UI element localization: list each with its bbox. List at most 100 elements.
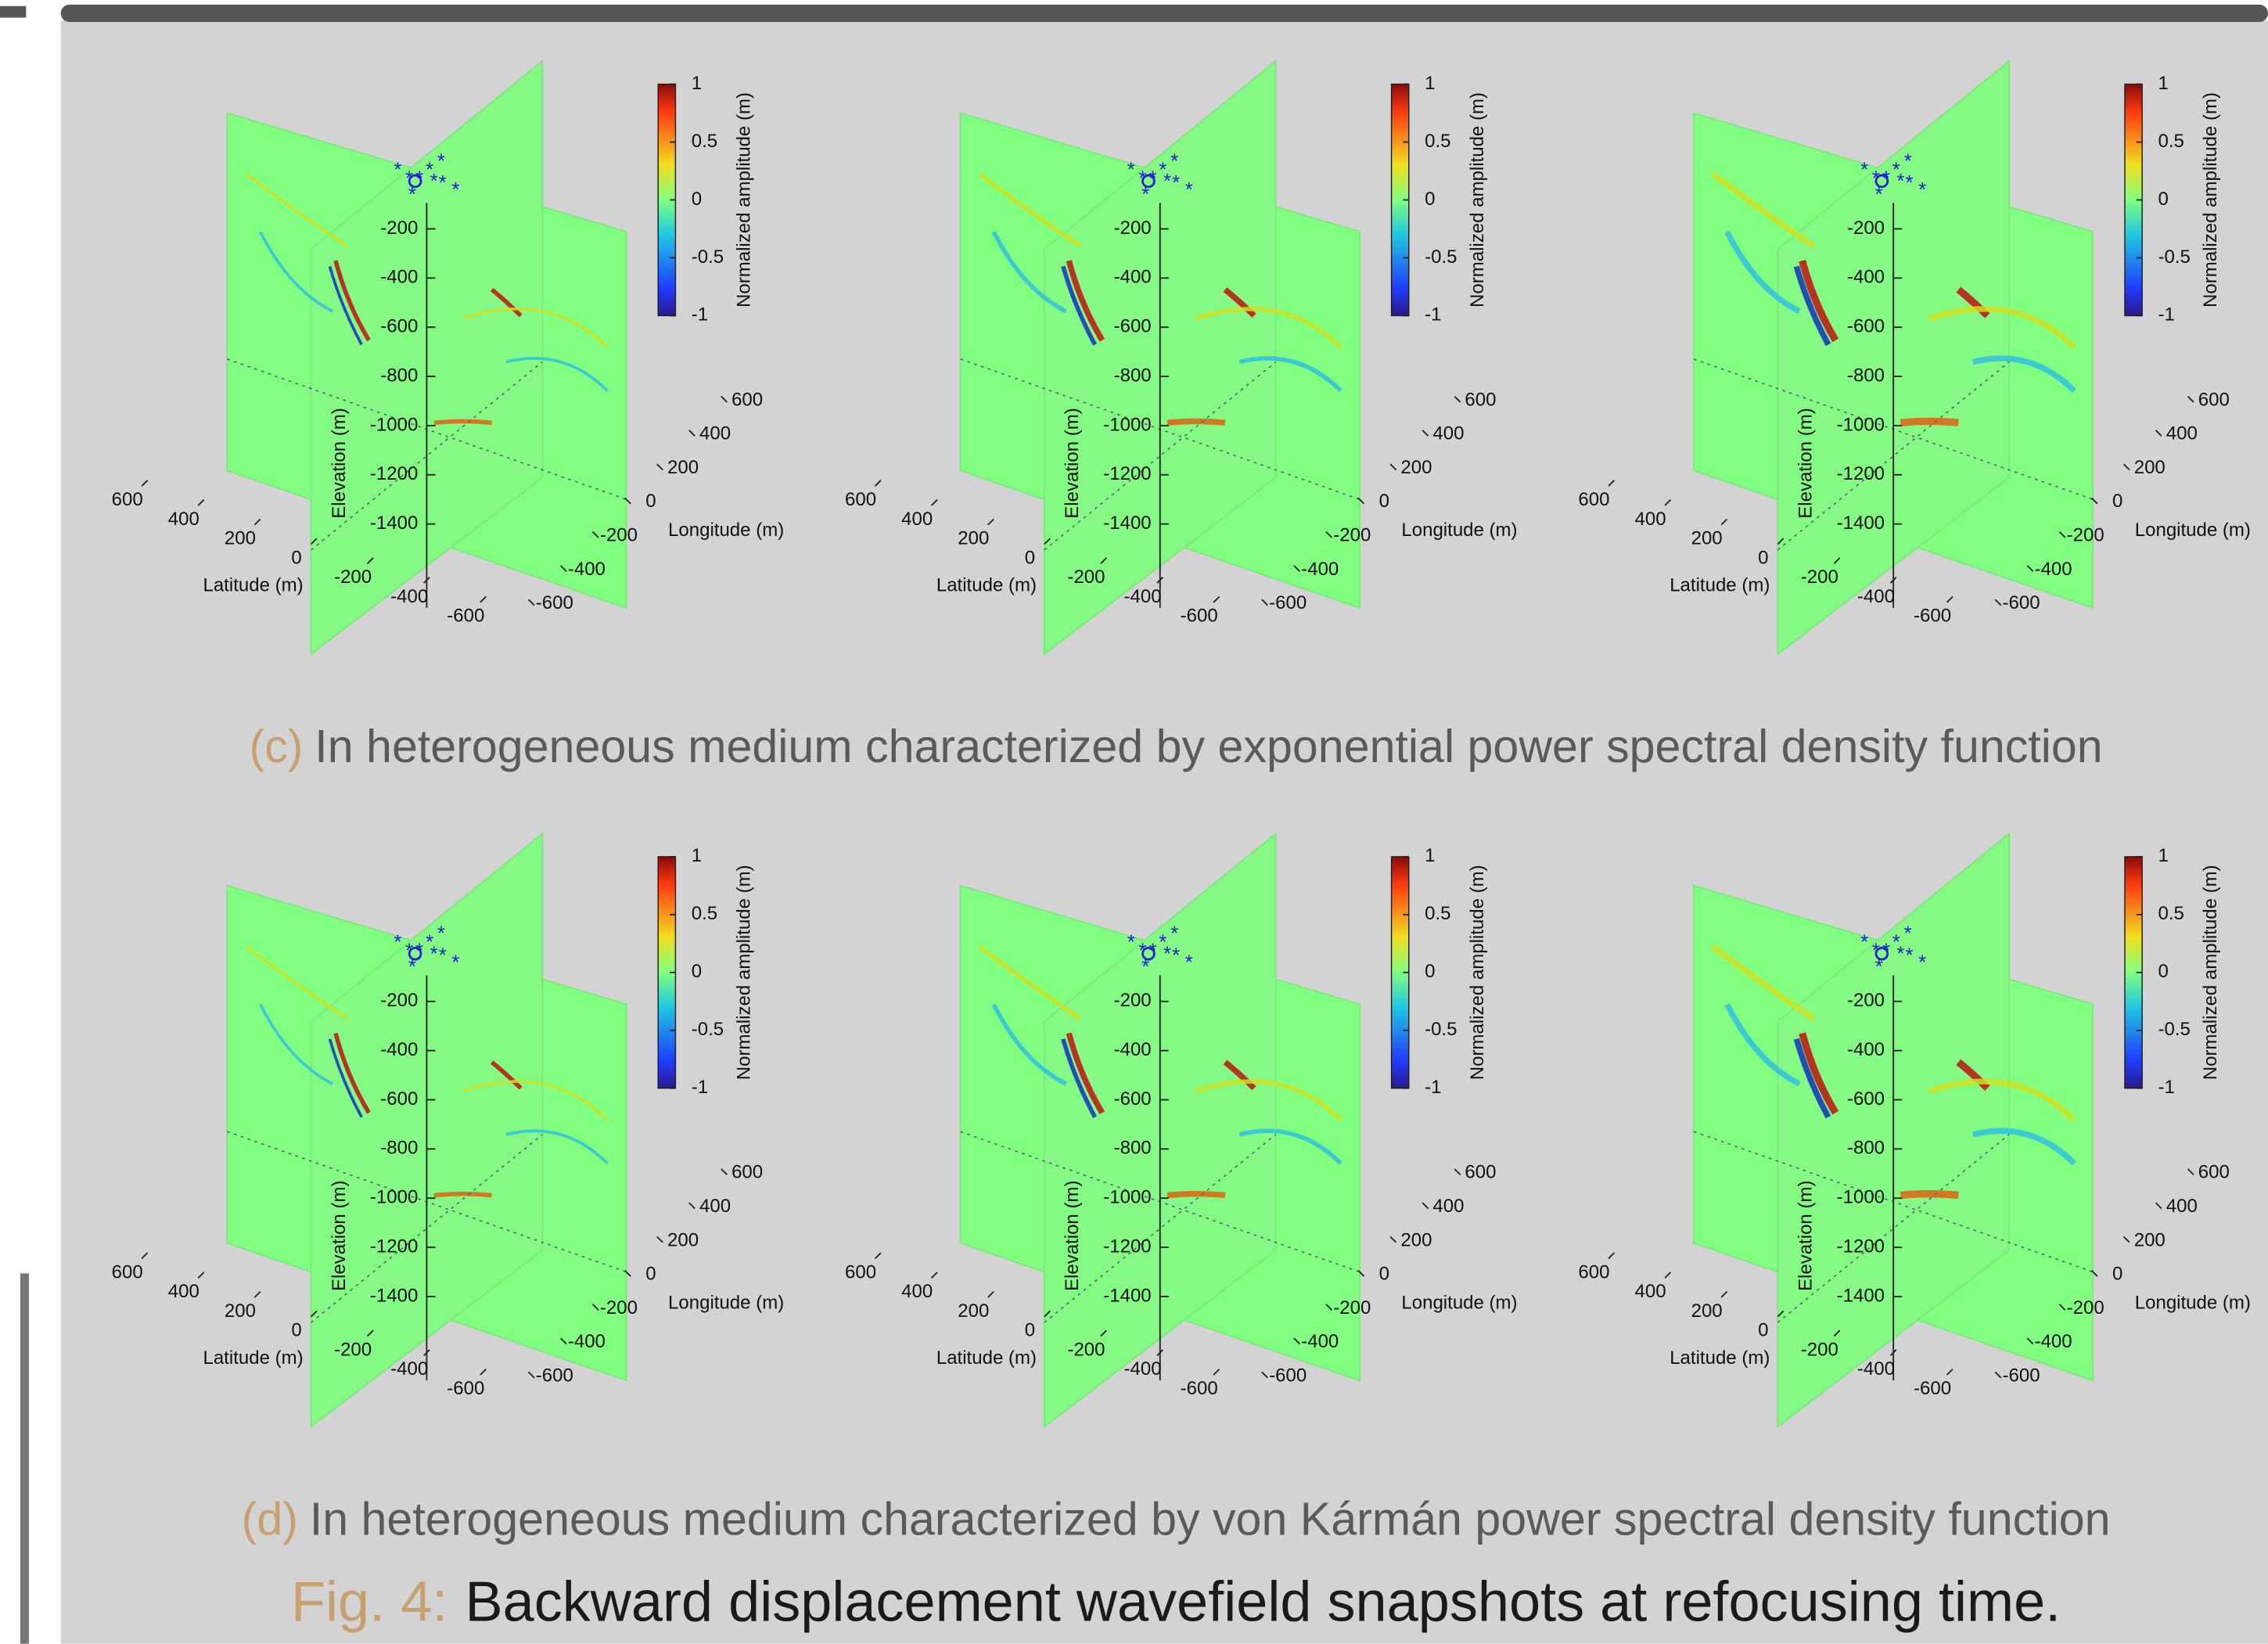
longitude-tick-label: -600	[536, 592, 573, 613]
colorbar-tick-label: 1	[2158, 73, 2168, 94]
latitude-tick-label: 200	[1691, 528, 1723, 549]
elevation-tick-label: -1000	[1103, 1187, 1151, 1208]
receiver-star: *	[1170, 150, 1178, 172]
longitude-tick-label: -200	[1333, 525, 1371, 546]
receiver-star: *	[430, 943, 438, 965]
caption-label: (c)	[250, 720, 304, 772]
longitude-tick-label: 600	[2198, 1162, 2230, 1183]
longitude-label: Longitude (m)	[668, 520, 784, 541]
longitude-tick-label: 200	[1400, 1229, 1432, 1250]
longitude-tick-label: -600	[1269, 592, 1307, 613]
latitude-tick-label: -600	[1181, 1378, 1218, 1399]
elevation-label: Elevation (m)	[329, 1181, 350, 1291]
wave-streak	[1167, 1194, 1225, 1196]
elevation-tick-label: -1400	[370, 513, 418, 534]
figure-text: Backward displacement wavefield snapshot…	[465, 1571, 2061, 1634]
wave-streak	[1900, 421, 1958, 423]
receiver-star: *	[1905, 944, 1913, 966]
colorbar-tick-label: 1	[1425, 845, 1435, 866]
elevation-label: Elevation (m)	[1062, 408, 1083, 518]
longitude-tick-label: -200	[1333, 1297, 1371, 1318]
colorbar-tick-label: -1	[2158, 1077, 2174, 1098]
longitude-tick-label: 200	[667, 457, 699, 478]
receiver-star: *	[1170, 923, 1178, 945]
longitude-tick-label: -600	[536, 1365, 573, 1386]
latitude-tick-label: -600	[447, 606, 484, 627]
elevation-tick-label: -600	[1847, 1088, 1885, 1110]
longitude-tick-label: -400	[1301, 1331, 1339, 1352]
colorbar-tick-label: -0.5	[1425, 246, 1457, 268]
longitude-tick-label: 600	[1465, 1162, 1496, 1183]
latitude-label: Latitude (m)	[1670, 1347, 1770, 1369]
elevation-label: Elevation (m)	[1062, 1181, 1083, 1291]
longitude-label: Longitude (m)	[2135, 1293, 2251, 1314]
longitude-tick-label: 400	[2166, 423, 2198, 444]
longitude-tick-label: 200	[667, 1229, 699, 1250]
latitude-tick-label: -200	[334, 1339, 372, 1360]
caption-c: (c)In heterogeneous medium characterized…	[250, 720, 2103, 772]
colorbar-tick-label: 0.5	[692, 903, 717, 924]
elevation-tick-label: -200	[380, 990, 418, 1011]
elevation-tick-label: -400	[1847, 1039, 1885, 1060]
receiver-star: *	[1172, 944, 1180, 966]
receiver-star: *	[439, 172, 447, 194]
latitude-tick-label: -400	[390, 1358, 428, 1380]
colorbar-tick-label: 0	[692, 189, 702, 210]
receiver-star: *	[1904, 923, 1912, 945]
latitude-tick-label: 600	[112, 1261, 143, 1282]
longitude-tick-label: -200	[600, 525, 638, 546]
longitude-tick-label: 0	[2112, 491, 2122, 512]
colorbar-tick-label: 0.5	[2158, 131, 2184, 152]
elevation-tick-label: -1400	[370, 1285, 418, 1306]
receiver-star: *	[1163, 171, 1171, 192]
longitude-tick-label: 200	[2134, 1229, 2166, 1250]
receiver-star: *	[1172, 172, 1180, 194]
elevation-tick-label: -1200	[370, 1236, 418, 1257]
colorbar-tick-label: 0	[692, 961, 702, 982]
colorbar-tick-label: 0	[1425, 189, 1435, 210]
latitude-tick-label: 0	[1025, 547, 1035, 568]
longitude-tick-label: 600	[731, 1162, 763, 1183]
elevation-label: Elevation (m)	[1795, 1181, 1817, 1291]
left-scroll	[20, 1273, 29, 1643]
latitude-tick-label: 400	[1635, 509, 1666, 530]
wave-streak	[434, 1194, 492, 1196]
latitude-tick-label: -600	[447, 1378, 484, 1399]
elevation-tick-label: -800	[1114, 1138, 1152, 1159]
colorbar-tick-label: 1	[1425, 73, 1435, 94]
slide: *********-200-400-600-800-1000-1200-1400…	[0, 0, 2268, 1644]
latitude-tick-label: 600	[845, 489, 876, 510]
latitude-tick-label: -600	[1914, 606, 1951, 627]
colorbar-tick-label: 1	[692, 845, 702, 866]
longitude-tick-label: 0	[2112, 1264, 2122, 1285]
latitude-tick-label: 400	[168, 1281, 199, 1302]
caption-text: In heterogeneous medium characterized by…	[315, 720, 2102, 772]
latitude-tick-label: -400	[1124, 1358, 1162, 1380]
latitude-tick-label: 200	[958, 1300, 989, 1322]
receiver-star: *	[394, 159, 401, 181]
elevation-tick-label: -400	[380, 267, 418, 288]
receiver-star: *	[1905, 172, 1913, 194]
latitude-label: Latitude (m)	[936, 1347, 1037, 1369]
longitude-tick-label: 0	[1379, 1264, 1389, 1285]
wave-streak	[1900, 1194, 1958, 1196]
longitude-tick-label: -600	[2003, 1365, 2040, 1386]
longitude-tick-label: 400	[699, 423, 731, 444]
figure-label: Fig. 4:	[291, 1571, 447, 1634]
latitude-tick-label: 200	[1691, 1300, 1723, 1322]
colorbar-tick-label: 0	[2158, 961, 2168, 982]
longitude-tick-label: 400	[699, 1196, 731, 1217]
receiver-star: *	[1896, 943, 1904, 965]
latitude-tick-label: -200	[1067, 567, 1105, 588]
colorbar-tick-label: -0.5	[1425, 1019, 1457, 1040]
receiver-star: *	[439, 944, 447, 966]
longitude-tick-label: -200	[600, 1297, 638, 1318]
elevation-label: Elevation (m)	[1795, 408, 1817, 518]
latitude-tick-label: 200	[225, 528, 256, 549]
colorbar-tick-label: 0.5	[2158, 903, 2184, 924]
colorbar-label: Normalized amplitude (m)	[2200, 865, 2221, 1080]
latitude-tick-label: 0	[1025, 1320, 1035, 1341]
latitude-tick-label: 600	[845, 1261, 876, 1282]
latitude-tick-label: 200	[958, 528, 989, 549]
colorbar-tick-label: 1	[2158, 845, 2168, 866]
